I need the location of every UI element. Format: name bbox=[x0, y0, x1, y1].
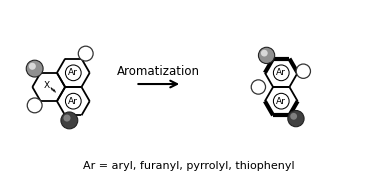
Circle shape bbox=[64, 114, 71, 122]
Text: Aromatization: Aromatization bbox=[117, 65, 200, 78]
Circle shape bbox=[251, 80, 265, 94]
Circle shape bbox=[61, 112, 78, 129]
Circle shape bbox=[26, 60, 43, 77]
Text: Ar: Ar bbox=[68, 97, 78, 106]
Text: X: X bbox=[44, 81, 50, 89]
Circle shape bbox=[29, 63, 36, 70]
Polygon shape bbox=[265, 59, 297, 87]
Circle shape bbox=[78, 46, 93, 61]
Polygon shape bbox=[33, 73, 65, 101]
Polygon shape bbox=[57, 87, 90, 115]
Circle shape bbox=[27, 98, 42, 113]
Circle shape bbox=[259, 47, 275, 64]
Circle shape bbox=[290, 113, 297, 120]
Text: Ar: Ar bbox=[276, 97, 286, 106]
Circle shape bbox=[261, 50, 268, 57]
Text: Ar = aryl, furanyl, pyrrolyl, thiophenyl: Ar = aryl, furanyl, pyrrolyl, thiophenyl bbox=[83, 161, 295, 171]
Polygon shape bbox=[265, 59, 297, 87]
Circle shape bbox=[296, 64, 310, 78]
Circle shape bbox=[288, 110, 304, 127]
Text: Ar: Ar bbox=[276, 68, 286, 77]
Polygon shape bbox=[265, 87, 297, 115]
Polygon shape bbox=[265, 87, 297, 115]
Polygon shape bbox=[57, 59, 90, 87]
Text: Ar: Ar bbox=[68, 68, 78, 77]
